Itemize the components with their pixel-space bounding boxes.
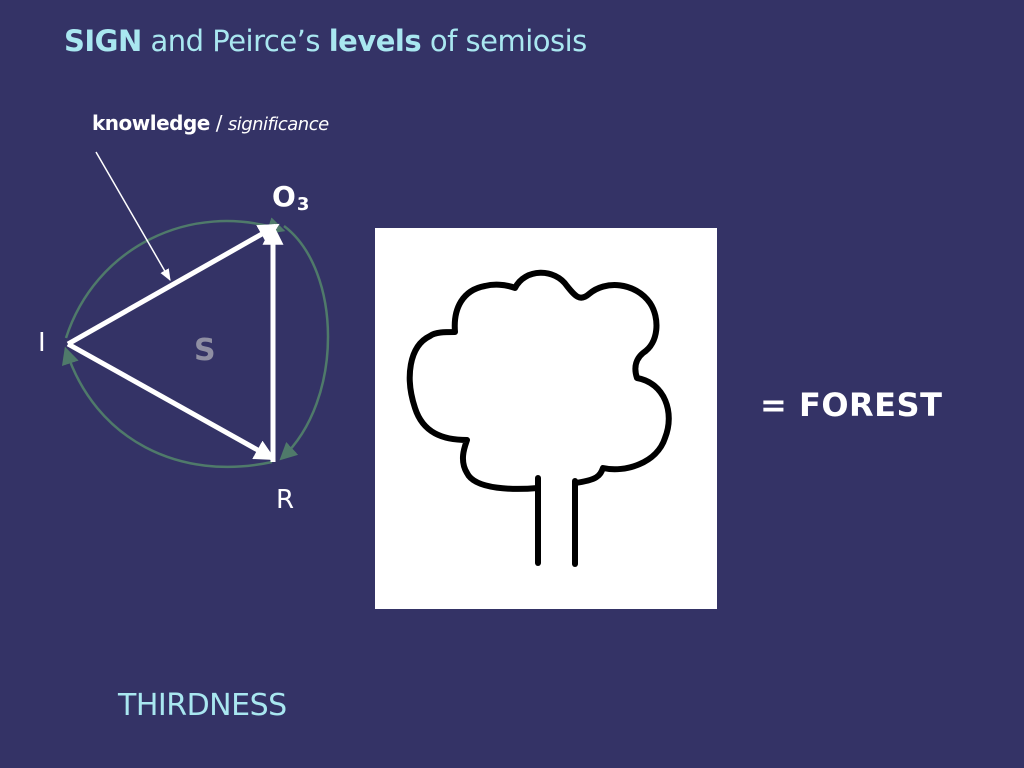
- knowledge-annotation: knowledge / significance: [92, 111, 329, 135]
- node-representamen: R: [276, 485, 295, 515]
- object-subscript: 3: [296, 194, 310, 215]
- node-sign: S: [194, 333, 216, 368]
- slide-title: SIGN and Peirce’s levels of semiosis: [64, 24, 587, 58]
- cycle-arc-bottom: [61, 346, 273, 469]
- knowledge-pointer-arrow: [95, 151, 171, 282]
- cycle-arc-right: [279, 225, 330, 461]
- title-connector: and Peirce’s: [141, 24, 329, 58]
- node-object: O3: [272, 180, 309, 215]
- tree-picture: [375, 228, 717, 609]
- node-interpretant: I: [38, 328, 46, 358]
- tree-icon: [406, 269, 672, 567]
- title-rest: of semiosis: [421, 24, 587, 58]
- cycle-arc-top: [64, 217, 286, 339]
- annotation-separator: /: [209, 111, 228, 135]
- knowledge-label: knowledge: [92, 111, 210, 135]
- object-letter: O: [272, 180, 296, 213]
- title-levels: levels: [328, 24, 422, 58]
- significance-label: significance: [227, 114, 329, 135]
- arrow-i-to-o: [66, 223, 280, 347]
- footer-label: THIRDNESS: [118, 688, 287, 723]
- title-sign: SIGN: [64, 24, 142, 58]
- arrow-i-to-r: [66, 341, 276, 461]
- forest-equation: = FOREST: [760, 386, 943, 424]
